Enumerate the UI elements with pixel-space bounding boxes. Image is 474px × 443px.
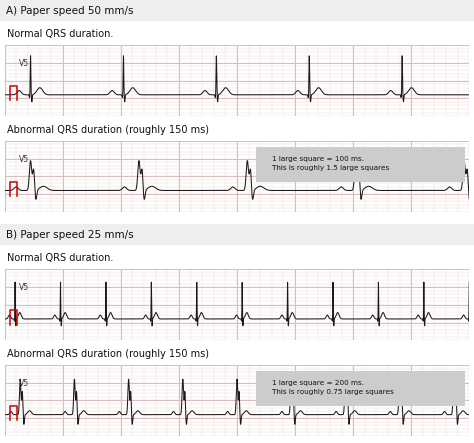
Text: V5: V5 <box>18 59 29 68</box>
Text: Normal QRS duration.: Normal QRS duration. <box>7 29 113 39</box>
Text: B) Paper speed 25 mm/s: B) Paper speed 25 mm/s <box>6 230 133 240</box>
Text: V5: V5 <box>18 155 29 164</box>
Text: Abnormal QRS duration (roughly 150 ms): Abnormal QRS duration (roughly 150 ms) <box>7 349 209 359</box>
Text: V5: V5 <box>18 379 29 388</box>
Text: V5: V5 <box>18 283 29 292</box>
Text: Abnormal QRS duration (roughly 150 ms): Abnormal QRS duration (roughly 150 ms) <box>7 125 209 135</box>
Text: A) Paper speed 50 mm/s: A) Paper speed 50 mm/s <box>6 6 133 16</box>
Text: Normal QRS duration.: Normal QRS duration. <box>7 253 113 263</box>
